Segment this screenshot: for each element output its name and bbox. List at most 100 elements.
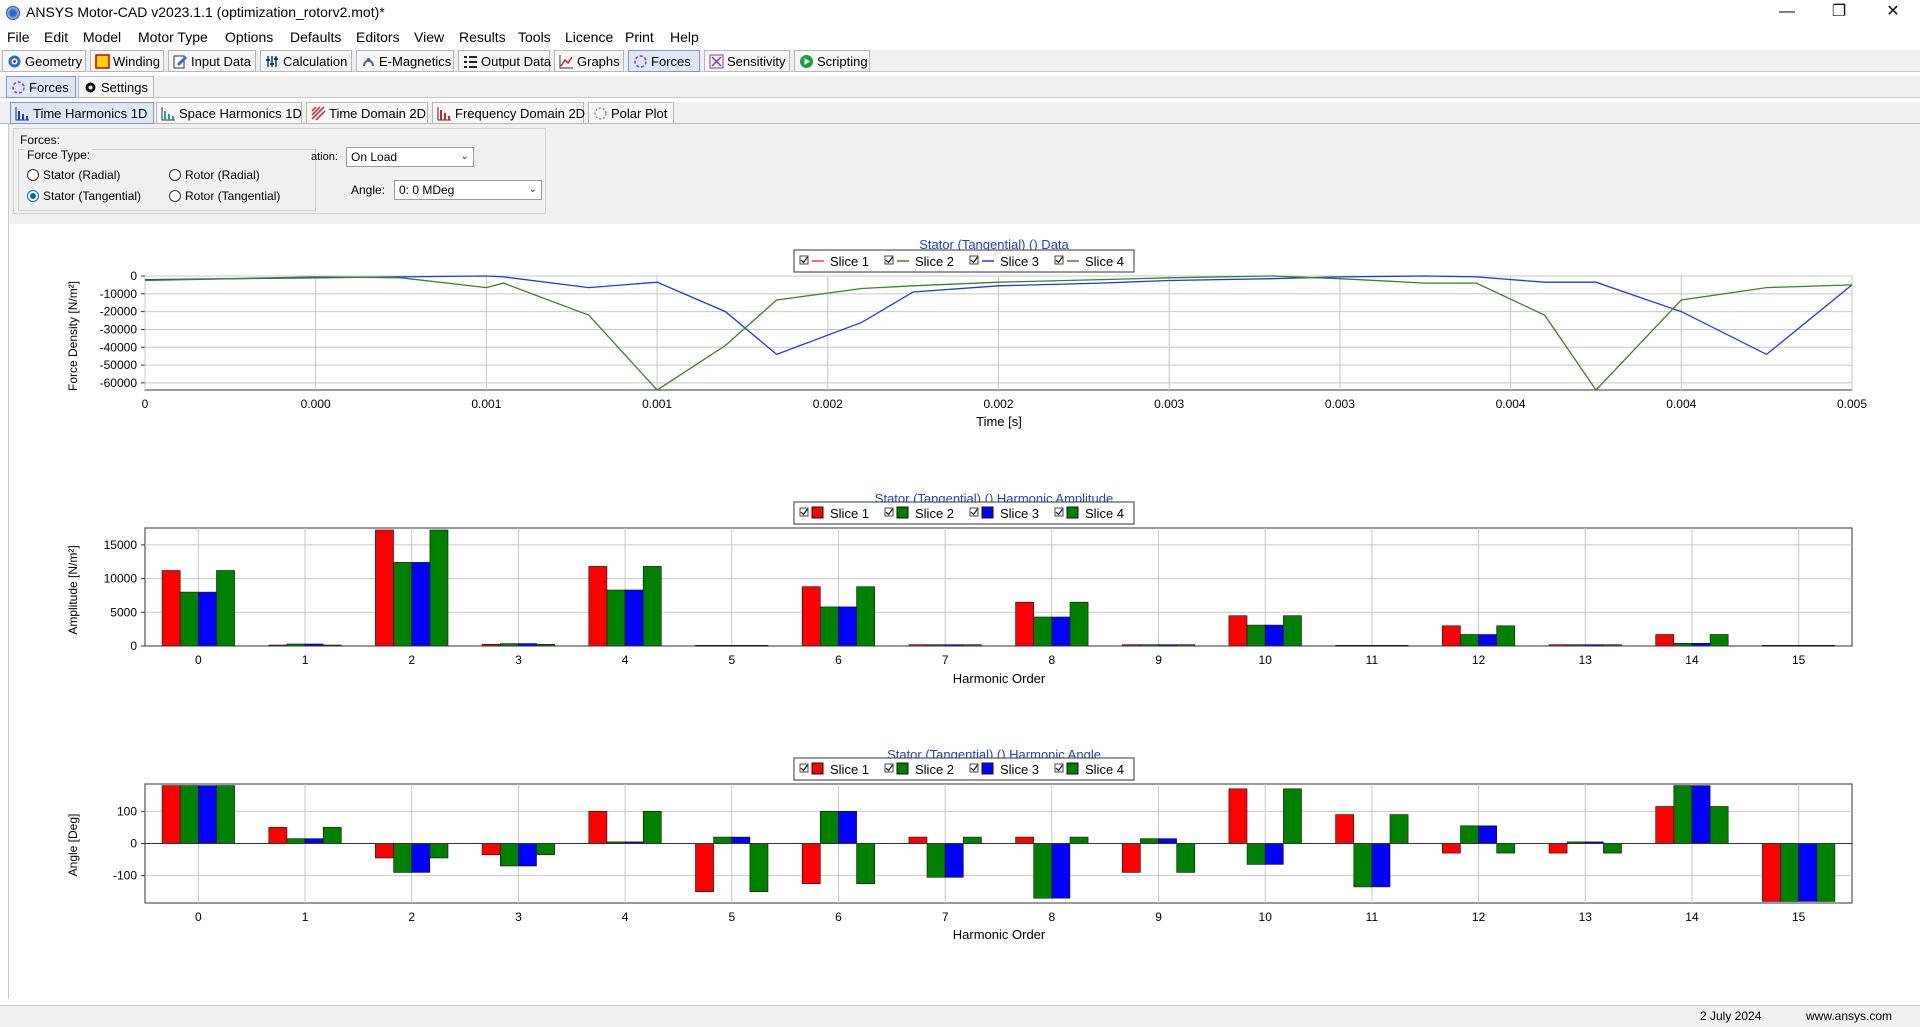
bar-slice-2 [1353, 843, 1373, 888]
legend-checkbox[interactable] [969, 763, 979, 773]
tab-scripting[interactable]: Scripting [794, 50, 870, 72]
winding-icon [95, 54, 110, 69]
charts-area: Stator (Tangential) () Data Slice 1 Slice… [66, 237, 1867, 942]
tab-sensitivity[interactable]: Sensitivity [704, 50, 790, 72]
force-type-label: Force Type: [25, 148, 93, 162]
legend-checkbox[interactable] [884, 507, 894, 517]
chart-legend[interactable]: Slice 1 Slice 2 Slice 3 Slice 4 [793, 757, 1135, 781]
y-tick-label: 10000 [104, 572, 138, 586]
radio-rotor-tangential[interactable]: Rotor (Tangential) [169, 189, 280, 203]
legend-checkbox[interactable] [1054, 255, 1064, 265]
harmonic-amplitude-bar-chart: Stator (Tangential) () Harmonic Amplitud… [66, 491, 1853, 686]
tab-e-magnetics[interactable]: E-Magnetics [356, 50, 454, 72]
menu-help[interactable]: Help [670, 29, 699, 45]
viewtab-polar-plot[interactable]: Polar Plot [588, 102, 674, 124]
calculation-icon [266, 56, 278, 67]
angle-select[interactable]: 0: 0 MDeg ⌄ [394, 180, 542, 200]
viewtab-time-domain-2d[interactable]: Time Domain 2D [306, 102, 428, 124]
sub-tab-bar: Forces Settings [0, 76, 1920, 98]
chart-legend[interactable]: Slice 1 Slice 2 Slice 3 Slice 4 [793, 249, 1135, 273]
tab-output-data[interactable]: Output Data [458, 50, 551, 72]
bar-slice-1 [801, 586, 821, 647]
x-tick-label: 0.004 [1666, 397, 1696, 411]
legend-checkbox[interactable] [969, 255, 979, 265]
x-tick-label: 9 [1155, 653, 1162, 667]
check-icon [800, 256, 808, 264]
operation-select[interactable]: On Load ⌄ [346, 147, 474, 167]
radio-stator-tangential[interactable]: Stator (Tangential) [27, 189, 141, 203]
bar-slice-2 [606, 589, 626, 647]
menu-defaults[interactable]: Defaults [290, 29, 342, 45]
legend-checkbox[interactable] [969, 507, 979, 517]
y-axis-title: Force Density [N/m²] [66, 281, 80, 391]
radio-rotor-radial[interactable]: Rotor (Radial) [169, 168, 260, 182]
bar-slice-2 [1246, 624, 1266, 647]
legend-checkbox[interactable] [799, 507, 809, 517]
menu-edit[interactable]: Edit [44, 29, 69, 45]
x-tick-label: 0.000 [301, 397, 331, 411]
subtab-forces[interactable]: Forces [6, 76, 76, 98]
legend-swatch [811, 506, 824, 519]
check-icon [885, 508, 893, 516]
bar-slice-4 [1283, 615, 1302, 647]
tab-sensitivity-label: Sensitivity [727, 54, 786, 69]
legend-label: Slice 1 [830, 506, 869, 521]
tab-input-data[interactable]: Input Data [168, 50, 256, 72]
tab-winding[interactable]: Winding [90, 50, 164, 72]
x-tick-label: 13 [1579, 653, 1593, 667]
menu-results[interactable]: Results [459, 29, 506, 45]
x-tick-label: 3 [515, 910, 522, 924]
tab-geometry[interactable]: Geometry [2, 50, 86, 72]
viewtab-frequency-domain-2d[interactable]: Frequency Domain 2D [432, 102, 585, 124]
menu-motor-type[interactable]: Motor Type [138, 29, 208, 45]
legend-checkbox[interactable] [1054, 507, 1064, 517]
menu-view[interactable]: View [414, 29, 445, 45]
radio-stator-radial[interactable]: Stator (Radial) [27, 168, 120, 182]
radio-stator-radial-label: Stator (Radial) [43, 168, 121, 182]
legend-label: Slice 3 [1000, 506, 1039, 521]
y-tick-label: 15000 [104, 538, 138, 552]
menu-bar: File Edit Model Motor Type Options Defau… [0, 26, 1920, 48]
bar-slice-3 [838, 810, 857, 844]
legend-swatch [981, 506, 994, 519]
tab-scripting-label: Scripting [817, 54, 868, 69]
bar-slice-4 [1496, 625, 1516, 647]
legend-checkbox[interactable] [1054, 763, 1064, 773]
menu-editors[interactable]: Editors [356, 29, 400, 45]
menu-licence[interactable]: Licence [565, 29, 614, 45]
minimize-button[interactable]: — [1779, 3, 1795, 20]
operation-select-value: On Load [351, 150, 398, 164]
radio-dot-selected [27, 190, 39, 202]
viewtab-time-harmonics-1d[interactable]: Time Harmonics 1D [10, 102, 154, 124]
bar-slice-2 [1460, 825, 1479, 844]
tab-calculation[interactable]: Calculation [260, 50, 352, 72]
legend-checkbox[interactable] [884, 255, 894, 265]
legend-checkbox[interactable] [884, 763, 894, 773]
bar-slice-4 [962, 836, 982, 844]
tab-graphs[interactable]: Graphs [554, 50, 624, 72]
legend-checkbox[interactable] [799, 255, 809, 265]
maximize-button[interactable]: ❐ [1831, 3, 1847, 20]
bar-slice-3 [411, 562, 431, 647]
menu-model[interactable]: Model [83, 29, 122, 45]
x-axis-title: Time [s] [976, 414, 1022, 429]
tab-forces[interactable]: Forces [628, 50, 700, 72]
bar-chart-icon [15, 107, 29, 121]
gear-icon [85, 82, 96, 93]
menu-print[interactable]: Print [625, 29, 654, 45]
menu-file[interactable]: File [7, 29, 30, 45]
legend-checkbox[interactable] [799, 763, 809, 773]
menu-tools[interactable]: Tools [518, 29, 551, 45]
bar-slice-4 [1603, 843, 1622, 854]
force-density-line-chart: Stator (Tangential) () Data Slice 1 Slice… [66, 237, 1867, 429]
menu-options[interactable]: Options [225, 29, 274, 45]
viewtab-space-harmonics-1d[interactable]: Space Harmonics 1D [156, 102, 302, 124]
x-tick-label: 12 [1472, 910, 1486, 924]
chart-legend[interactable]: Slice 1 Slice 2 Slice 3 Slice 4 [793, 501, 1135, 525]
bar-slice-2 [499, 843, 519, 867]
close-button[interactable]: ✕ [1886, 3, 1900, 20]
tab-input-data-label: Input Data [191, 54, 251, 69]
input-data-icon [173, 55, 187, 69]
y-tick-label: 0 [130, 837, 137, 851]
subtab-settings[interactable]: Settings [78, 76, 154, 98]
